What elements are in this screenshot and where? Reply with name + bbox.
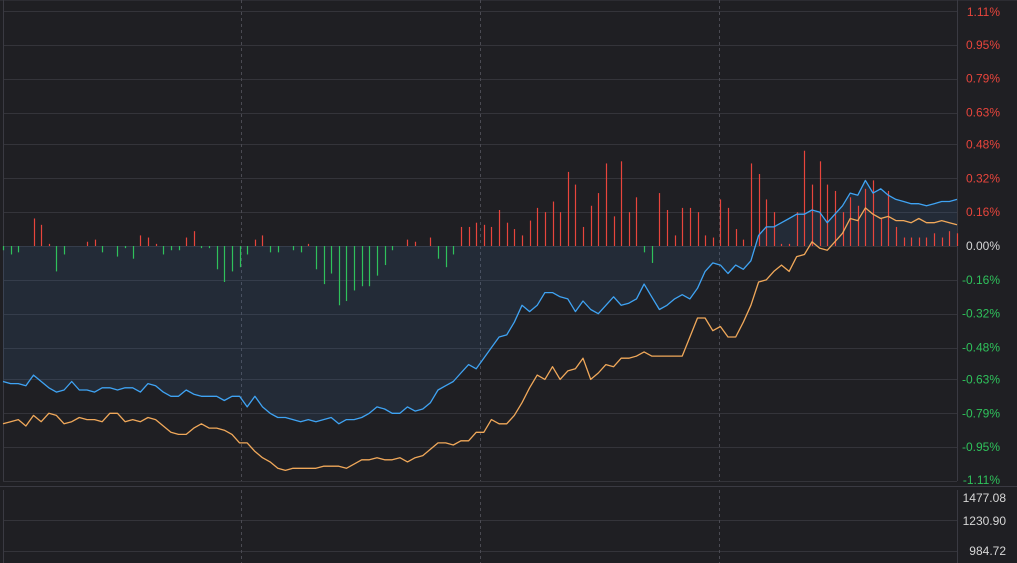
- y-tick-label: -0.79%: [962, 406, 1000, 420]
- volume-y-tick-label: 984.72: [969, 544, 1006, 558]
- y-tick-label: 0.48%: [966, 137, 1000, 151]
- volume-y-tick-label: 1477.08: [963, 491, 1007, 505]
- main-panel-y-axis: 1.11% 0.95% 0.79% 0.63% 0.48% 0.32% 0.16% 0.00%…: [962, 5, 1000, 487]
- y-tick-label: 0.95%: [966, 38, 1000, 52]
- main-panel-bars: [2, 150, 959, 306]
- main-panel-lines: [2, 179, 958, 472]
- orange-avg-line: [2, 207, 958, 472]
- main-panel-area-fill: [3, 180, 957, 424]
- y-tick-label: -0.63%: [962, 372, 1000, 386]
- blue-price-line: [2, 179, 958, 425]
- y-tick-label: -1.11%: [963, 473, 1000, 487]
- y-tick-label: -0.95%: [962, 440, 1000, 454]
- y-tick-label: -0.48%: [962, 341, 1000, 355]
- y-tick-label: 0.16%: [966, 205, 1000, 219]
- y-tick-label: 0.79%: [966, 72, 1000, 86]
- volume-panel-y-axis: 1477.08 1230.90 984.72: [963, 491, 1007, 558]
- main-panel-grid: [0, 0, 1017, 487]
- y-tick-label: -0.16%: [962, 273, 1000, 287]
- y-tick-label: 0.63%: [966, 106, 1000, 120]
- volume-panel-grid: [3, 490, 958, 563]
- y-tick-label: 0.00%: [966, 239, 1000, 253]
- volume-y-tick-label: 1230.90: [963, 514, 1007, 528]
- blue-line-area: [3, 180, 957, 424]
- y-tick-label: 1.11%: [967, 5, 1000, 19]
- y-tick-label: 0.32%: [966, 171, 1000, 185]
- y-tick-label: -0.32%: [962, 307, 1000, 321]
